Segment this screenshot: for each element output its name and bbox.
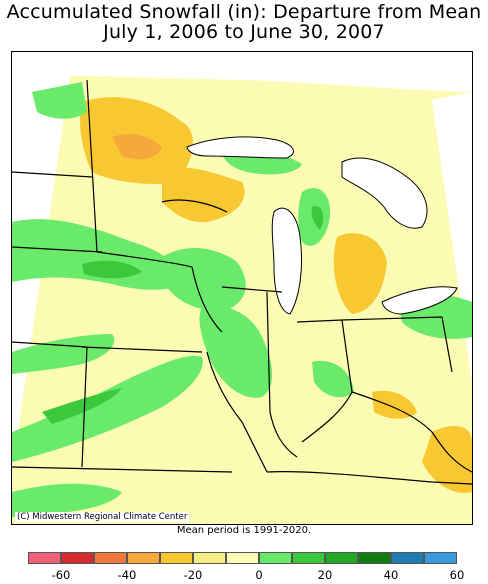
color-legend: -60 -40 -20 0 20 40 60 <box>28 552 464 582</box>
legend-swatch <box>259 552 292 564</box>
border-wi-mi <box>161 199 228 213</box>
surplus-region-kansas <box>12 334 115 374</box>
legend-swatch <box>193 552 226 564</box>
outside-region-top <box>12 52 472 92</box>
surplus-band-iowa <box>12 219 187 290</box>
deficit-region-michigan-lower <box>333 233 387 314</box>
border-ks-ne <box>12 341 88 348</box>
surplus-region-indiana-east <box>312 360 354 398</box>
legend-swatch <box>358 552 391 564</box>
legend-swatch <box>160 552 193 564</box>
state-borders <box>12 79 472 485</box>
surplus-region-south <box>12 483 122 517</box>
surplus-region-dakota-north <box>32 82 87 119</box>
snowfall-map: (C) Midwestern Regional Climate Center <box>11 51 473 525</box>
border-mo-ks <box>81 346 88 468</box>
border-ia-mn <box>96 251 193 268</box>
credit-text: (C) Midwestern Regional Climate Center <box>15 512 190 522</box>
border-mo-ia <box>81 346 203 353</box>
legend-swatch <box>325 552 358 564</box>
border-wi-il <box>221 286 283 293</box>
legend-tick-label: 20 <box>317 568 333 582</box>
border-mo-ar <box>12 466 233 473</box>
legend-tick-label: 60 <box>449 568 465 582</box>
lake-huron <box>341 157 428 229</box>
surplus-strong-missouri <box>42 388 122 424</box>
chart-title: Accumulated Snowfall (in): Departure fro… <box>6 1 482 23</box>
surplus-strong-iowa <box>82 260 142 279</box>
border-sd-ne <box>12 246 103 253</box>
border-nd-sd <box>12 171 93 178</box>
deficit-region-ohio-river <box>372 390 417 419</box>
legend-tick-label: 40 <box>383 568 399 582</box>
deficit-region-wisconsin-north <box>162 167 245 223</box>
legend-swatch <box>94 552 127 564</box>
deficit-region-appalachian <box>422 426 472 493</box>
legend-swatch <box>424 552 457 564</box>
border-ia-il <box>191 266 223 333</box>
legend-tick-label: 0 <box>255 568 263 582</box>
border-mi-oh <box>341 316 443 321</box>
mean-period-note: Mean period is 1991-2020. <box>176 525 312 536</box>
surplus-strong-michigan <box>311 206 324 230</box>
border-pa-oh <box>441 316 453 373</box>
surplus-region-illinois-north <box>199 305 273 398</box>
surplus-band-missouri <box>12 355 203 462</box>
lake-superior <box>186 136 294 159</box>
lake-michigan <box>271 207 303 315</box>
map-canvas <box>12 52 472 524</box>
legend-swatch <box>226 552 259 564</box>
legend-tick-label: -20 <box>183 568 203 582</box>
border-mn-west <box>86 79 98 253</box>
legend-tick-label: -40 <box>117 568 137 582</box>
border-mississippi <box>206 351 268 473</box>
lake-erie <box>381 286 458 315</box>
deficit-strong-minnesota <box>112 134 162 160</box>
legend-swatch <box>28 552 61 564</box>
chart-subtitle: July 1, 2006 to June 30, 2007 <box>103 21 385 43</box>
legend-swatch <box>61 552 94 564</box>
legend-swatch <box>391 552 424 564</box>
border-in-oh <box>296 319 353 443</box>
border-ky-tn <box>266 471 472 485</box>
surplus-region-wi-il <box>162 247 246 311</box>
legend-swatch <box>292 552 325 564</box>
legend-swatch <box>127 552 160 564</box>
border-ohio-river <box>351 391 472 473</box>
legend-tick-label: -60 <box>51 568 71 582</box>
border-il-in <box>266 291 298 458</box>
